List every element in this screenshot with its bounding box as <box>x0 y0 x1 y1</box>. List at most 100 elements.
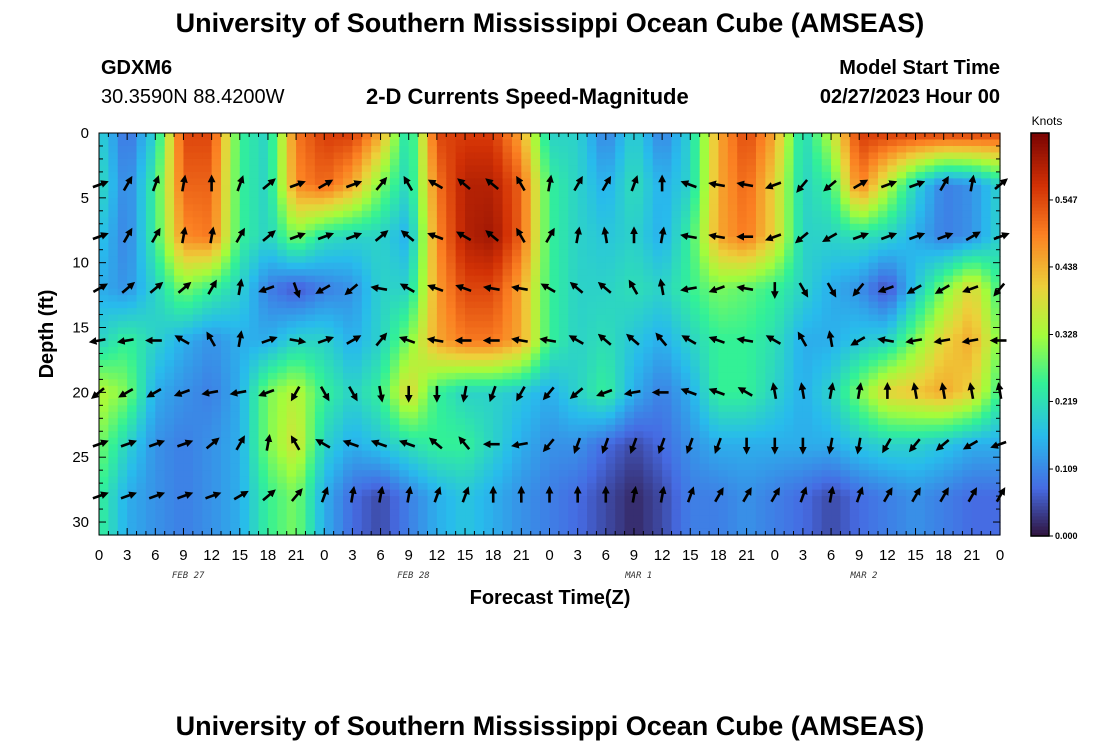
heatmap-cell <box>662 236 673 244</box>
heatmap-cell <box>202 470 213 478</box>
heatmap-cell <box>164 295 175 303</box>
heatmap-cell <box>408 483 419 491</box>
heatmap-cell <box>305 424 316 432</box>
heatmap-cell <box>117 346 128 355</box>
heatmap-cell <box>427 158 438 167</box>
heatmap-cell <box>849 327 860 335</box>
heatmap-cell <box>596 308 607 316</box>
heatmap-cell <box>136 145 147 154</box>
heatmap-cell <box>615 483 626 491</box>
heatmap-cell <box>99 295 109 303</box>
heatmap-cell <box>427 288 438 296</box>
heatmap-cell <box>455 262 466 270</box>
heatmap-cell <box>821 249 832 257</box>
heatmap-cell <box>371 496 382 504</box>
heatmap-cell <box>699 327 710 335</box>
heatmap-cell <box>371 158 382 167</box>
heatmap-cell <box>624 418 635 426</box>
heatmap-cell <box>802 372 813 380</box>
heatmap-cell <box>230 184 241 192</box>
heatmap-cell <box>540 405 551 413</box>
heatmap-cell <box>108 334 119 342</box>
heatmap-cell <box>577 204 588 212</box>
heatmap-cell <box>624 366 635 374</box>
heatmap-cell <box>558 210 569 218</box>
heatmap-cell <box>192 424 203 432</box>
heatmap-cell <box>802 295 813 303</box>
heatmap-cell <box>793 321 804 329</box>
heatmap-cell <box>371 321 382 329</box>
heatmap-cell <box>258 314 269 322</box>
heatmap-cell <box>474 489 485 497</box>
heatmap-cell <box>596 236 607 244</box>
heatmap-cell <box>145 321 156 329</box>
heatmap-cell <box>849 243 860 251</box>
heatmap-cell <box>540 314 551 322</box>
heatmap-cell <box>343 359 354 368</box>
heatmap-cell <box>474 145 485 154</box>
heatmap-cell <box>249 158 260 167</box>
heatmap-cell <box>474 171 485 179</box>
heatmap-cell <box>296 437 307 445</box>
heatmap-cell <box>784 405 795 413</box>
heatmap-cell <box>221 437 231 445</box>
heatmap-cell <box>343 411 354 419</box>
heatmap-cell <box>727 392 738 400</box>
heatmap-cell <box>671 476 682 484</box>
heatmap-cell <box>802 197 813 205</box>
heatmap-cell <box>277 256 288 264</box>
heatmap-cell <box>164 301 175 309</box>
heatmap-cell <box>587 243 598 251</box>
heatmap-cell <box>164 230 175 238</box>
heatmap-cell <box>624 191 635 199</box>
heatmap-cell <box>352 243 363 251</box>
heatmap-cell <box>155 197 166 205</box>
heatmap-cell <box>643 210 654 218</box>
heatmap-cell <box>549 295 560 303</box>
heatmap-cell <box>784 424 795 432</box>
heatmap-cell <box>774 444 785 452</box>
heatmap-cell <box>183 230 194 238</box>
heatmap-cell <box>615 314 626 322</box>
heatmap-cell <box>249 431 260 439</box>
heatmap-cell <box>145 424 156 432</box>
heatmap-cell <box>305 334 316 342</box>
heatmap-cell <box>568 308 579 316</box>
heatmap-cell <box>493 223 504 231</box>
heatmap-cell <box>680 275 691 283</box>
heatmap-cell <box>718 411 729 419</box>
heatmap-cell <box>436 197 447 205</box>
heatmap-cell <box>296 515 307 523</box>
heatmap-cell <box>324 223 335 231</box>
heatmap-cell <box>549 321 560 329</box>
heatmap-cell <box>239 204 250 212</box>
heatmap-cell <box>474 437 485 445</box>
heatmap-cell <box>267 509 278 517</box>
heatmap-cell <box>399 366 410 374</box>
heatmap-cell <box>709 340 720 348</box>
heatmap-cell <box>399 457 410 465</box>
heatmap-cell <box>399 353 410 361</box>
heatmap-cell <box>127 379 138 387</box>
heatmap-cell <box>333 171 344 179</box>
heatmap-cell <box>662 450 673 458</box>
heatmap-cell <box>699 243 710 251</box>
heatmap-cell <box>230 476 241 484</box>
heatmap-cell <box>840 470 851 478</box>
heatmap-cell <box>765 275 776 283</box>
heatmap-cell <box>249 463 260 471</box>
heatmap-cell <box>296 327 307 335</box>
heatmap-cell <box>183 165 194 173</box>
heatmap-cell <box>117 282 128 290</box>
heatmap-cell <box>587 424 598 432</box>
heatmap-cell <box>305 489 316 497</box>
heatmap-cell <box>587 327 598 335</box>
heatmap-cell <box>221 522 231 530</box>
heatmap-cell <box>727 372 738 380</box>
heatmap-cell <box>155 431 166 439</box>
heatmap-cell <box>352 359 363 368</box>
heatmap-cell <box>108 145 119 154</box>
heatmap-cell <box>709 457 720 465</box>
heatmap-cell <box>127 301 138 309</box>
heatmap-cell <box>549 204 560 212</box>
